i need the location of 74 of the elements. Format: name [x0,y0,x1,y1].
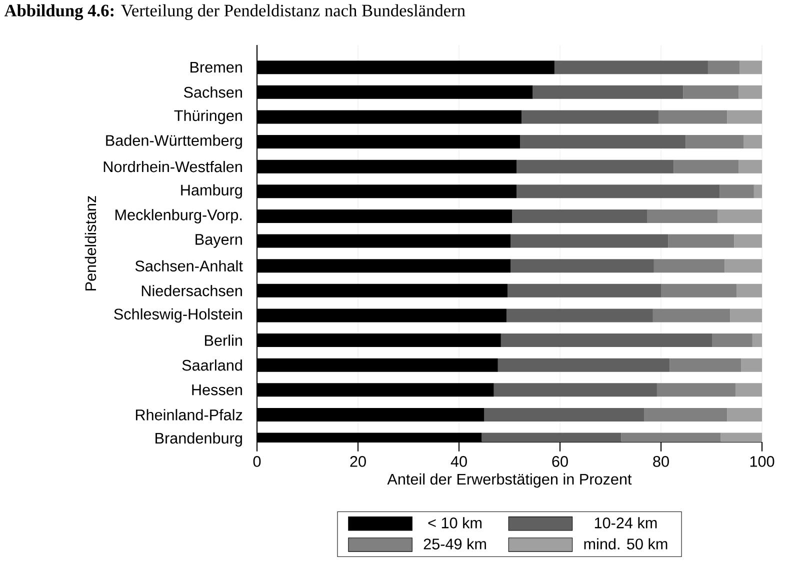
bar [738,85,762,99]
bar [652,308,730,322]
x-tick-label: 60 [552,456,568,467]
y-tick-label: Nordrhein-Westfalen [104,160,242,172]
y-tick-label: Hamburg [181,184,242,199]
bar [647,209,718,223]
y-tick-label: Schleswig-Holstein [114,308,242,323]
bar [512,209,648,223]
y-tick-label: Bremen [190,62,242,73]
bar [644,408,728,422]
bar [674,160,739,174]
bar [506,308,653,322]
x-tick-label: 0 [253,456,261,467]
bar [520,135,686,149]
bar [498,358,670,372]
bar [754,184,762,198]
bar [554,60,708,74]
bar [510,234,668,248]
legend-label: < 10 km [428,517,482,528]
bar [718,209,762,223]
bar [724,259,762,273]
bar [654,259,725,273]
bar [720,184,754,198]
bar [736,383,762,397]
chart-title: Abbildung 4.6: Verteilung der Pendeldistanz nach Bundesländern [4,4,466,20]
bar [500,334,712,348]
bar [683,85,739,99]
bar [516,160,674,174]
y-tick-label: Baden-Württemberg [106,134,242,149]
bar [734,234,762,248]
x-tick-label: 80 [653,456,669,467]
legend-label: 10-24 km [594,517,657,528]
y-tick-label: Thüringen [174,110,242,124]
x-axis-title: Anteil der Erwerbstätigen in Prozent [387,473,632,488]
bar [727,408,762,422]
bar [494,383,657,397]
bar [510,259,654,273]
x-tick-label: 40 [450,456,467,467]
x-tick-label: 20 [350,456,366,467]
bar [738,160,762,174]
bar [736,284,762,298]
bar [708,60,740,74]
y-tick-label: Sachsen [184,86,242,98]
bar [741,358,762,372]
y-tick-label: Mecklenburg-Vorp. [116,209,242,224]
bar [668,234,734,248]
y-tick-label: Bayern [196,234,242,248]
bar [686,135,744,149]
bar [516,184,720,198]
legend-label: 25-49 km [424,538,486,550]
y-tick-label: Berlin [205,334,242,346]
bar [658,110,728,124]
y-axis-title: Pendeldistanz [84,196,96,290]
bar [507,284,662,298]
bar [730,308,762,322]
x-tick-label: 100 [750,456,774,467]
legend-label: mind. 50 km [584,538,668,550]
bar [670,358,742,372]
y-tick-label: Brandenburg [156,432,242,447]
bar [752,334,762,348]
y-tick-label: Sachsen-Anhalt [135,260,243,272]
bar [522,110,658,124]
bar [744,135,762,149]
bar [656,383,736,397]
bar [740,60,762,74]
y-tick-label: Rheinland-Pfalz [136,409,242,420]
y-tick-label: Niedersachsen [142,285,242,296]
y-tick-label: Hessen [192,384,242,396]
bar [712,334,752,348]
y-tick-label: Saarland [182,359,242,371]
bar [661,284,737,298]
bar [727,110,762,124]
bar [484,408,644,422]
bar [532,85,684,99]
